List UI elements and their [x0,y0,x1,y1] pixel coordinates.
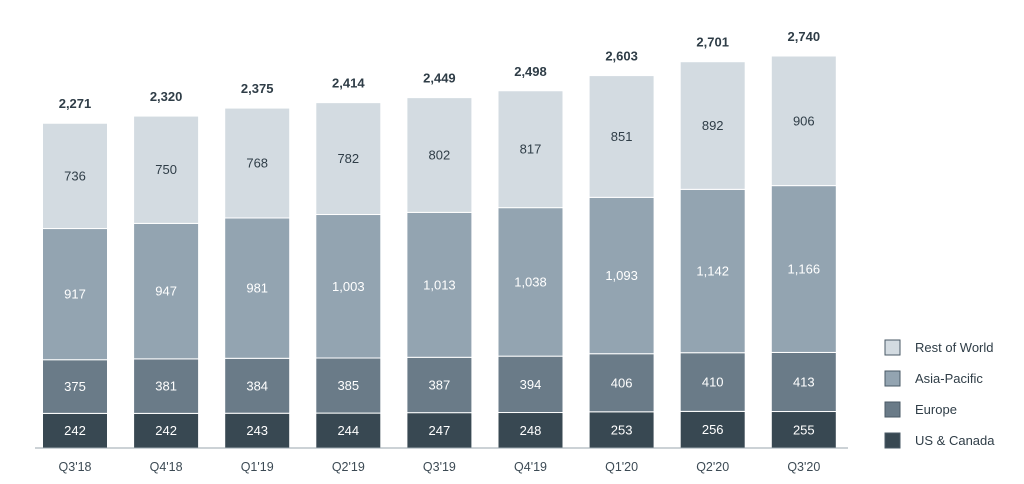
data-label-rest-of-world-8: 906 [793,113,815,128]
data-label-europe-7: 410 [702,375,724,390]
bars-layer [42,55,837,449]
bar-segment-europe-8 [770,351,837,413]
bar-segment-rest-of-world-6 [588,75,655,198]
x-tick-label-0: Q3'18 [59,460,92,474]
data-label-europe-5: 394 [520,377,542,392]
total-label-6: 2,603 [605,49,638,64]
data-label-asia-pacific-5: 1,038 [514,274,547,289]
data-label-europe-8: 413 [793,374,815,389]
bar-segment-us-canada-4 [406,412,473,449]
data-label-rest-of-world-4: 802 [429,148,451,163]
x-tick-label-8: Q3'20 [787,460,820,474]
data-label-europe-3: 385 [337,378,359,393]
data-label-us-canada-4: 247 [429,423,451,438]
data-label-us-canada-6: 253 [611,422,633,437]
data-label-europe-0: 375 [64,379,86,394]
data-label-europe-6: 406 [611,375,633,390]
bar-segment-europe-4 [406,356,473,414]
bar-segment-europe-1 [133,358,200,414]
legend-swatch-europe [884,401,901,418]
legend: Rest of World Asia-Pacific Europe US & Cana… [884,339,995,449]
data-label-rest-of-world-6: 851 [611,129,633,144]
data-label-rest-of-world-7: 892 [702,118,724,133]
data-label-europe-1: 381 [155,379,177,394]
bar-segment-europe-7 [679,352,746,412]
bar-segment-asia-pacific-1 [133,222,200,360]
total-label-1: 2,320 [150,89,183,104]
total-label-3: 2,414 [332,76,365,91]
x-tick-label-1: Q4'18 [150,460,183,474]
data-label-us-canada-1: 242 [155,423,177,438]
bar-segment-rest-of-world-4 [406,97,473,213]
legend-label-us-canada: US & Canada [915,433,995,448]
data-label-rest-of-world-3: 782 [337,151,359,166]
bar-segment-us-canada-5 [497,412,564,449]
legend-swatch-rest-of-world [884,339,901,356]
data-label-rest-of-world-0: 736 [64,168,86,183]
data-label-us-canada-5: 248 [520,423,542,438]
x-tick-label-4: Q3'19 [423,460,456,474]
x-tick-label-2: Q1'19 [241,460,274,474]
bar-segment-asia-pacific-5 [497,207,564,357]
data-label-us-canada-0: 242 [64,423,86,438]
bar-segment-europe-0 [42,359,108,414]
data-label-us-canada-3: 244 [337,423,359,438]
total-label-5: 2,498 [514,64,547,79]
data-label-asia-pacific-2: 981 [246,281,268,296]
total-label-7: 2,701 [696,35,729,50]
total-label-0: 2,271 [59,96,92,111]
bar-segment-asia-pacific-4 [406,211,473,358]
x-axis-ticks: Q3'18 Q4'18 Q1'19 Q2'19 Q3'19 Q4'19 Q1'20 Q2'20… [59,460,821,474]
data-label-rest-of-world-2: 768 [246,156,268,171]
data-label-asia-pacific-3: 1,003 [332,279,365,294]
data-label-asia-pacific-4: 1,013 [423,277,456,292]
data-label-us-canada-8: 255 [793,422,815,437]
total-label-8: 2,740 [788,29,821,44]
legend-swatch-asia-pacific [884,370,901,387]
bar-segment-rest-of-world-0 [42,122,108,230]
x-tick-label-7: Q2'20 [696,460,729,474]
data-label-asia-pacific-7: 1,142 [696,264,729,279]
x-tick-label-3: Q2'19 [332,460,365,474]
bar-segment-asia-pacific-8 [770,185,837,353]
bar-segment-rest-of-world-8 [770,55,837,187]
data-label-europe-4: 387 [429,377,451,392]
bar-segment-asia-pacific-2 [224,217,291,359]
data-label-us-canada-7: 256 [702,422,724,437]
legend-label-europe: Europe [915,402,957,417]
data-label-asia-pacific-8: 1,166 [788,262,821,277]
data-label-europe-2: 384 [246,378,268,393]
bar-segment-us-canada-7 [679,410,746,449]
data-label-asia-pacific-6: 1,093 [605,268,638,283]
bar-segment-rest-of-world-1 [133,115,200,224]
legend-label-rest-of-world: Rest of World [915,340,994,355]
bar-segment-europe-6 [588,353,655,413]
bar-segment-rest-of-world-2 [224,107,291,219]
legend-label-asia-pacific: Asia-Pacific [915,371,983,386]
data-label-asia-pacific-0: 917 [64,287,86,302]
bar-segment-asia-pacific-3 [315,214,382,359]
bar-segment-rest-of-world-3 [315,102,382,216]
data-label-rest-of-world-5: 817 [520,142,542,157]
data-label-asia-pacific-1: 947 [155,284,177,299]
bar-segment-rest-of-world-7 [679,61,746,190]
bar-segment-europe-2 [224,357,291,414]
total-label-4: 2,449 [423,71,456,86]
x-tick-label-5: Q4'19 [514,460,547,474]
total-label-2: 2,375 [241,81,274,96]
labels-layer: 242 375 917 736 2,271 242 381 947 750 2,320 243 384… [59,29,820,438]
data-label-rest-of-world-1: 750 [155,162,177,177]
legend-swatch-us-canada [884,432,901,449]
data-label-us-canada-2: 243 [246,423,268,438]
x-tick-label-6: Q1'20 [605,460,638,474]
bar-segment-asia-pacific-6 [588,196,655,355]
bar-segment-us-canada-0 [42,412,108,449]
bar-segment-rest-of-world-5 [497,90,564,209]
